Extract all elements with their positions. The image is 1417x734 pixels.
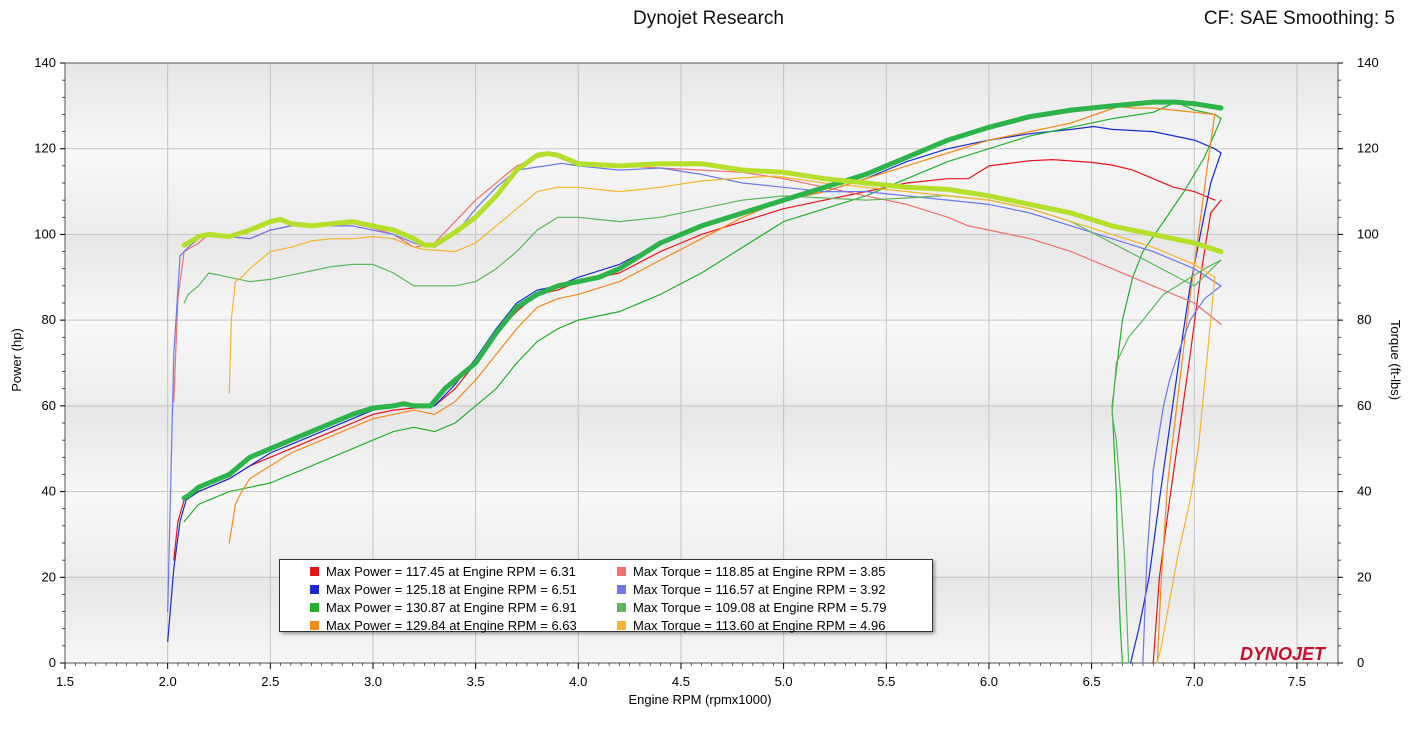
legend-torque-column: Max Torque = 118.85 at Engine RPM = 3.85… — [617, 563, 886, 635]
y-tick-label-right: 0 — [1357, 655, 1364, 670]
series-line-torque-yellow — [228, 175, 1216, 394]
legend-item: Max Power = 130.87 at Engine RPM = 6.91 — [310, 599, 577, 617]
x-tick-label: 4.0 — [569, 674, 587, 689]
plot-band — [65, 63, 1338, 149]
plot-band — [65, 320, 1338, 406]
legend-swatch — [617, 567, 626, 577]
legend-item: Max Power = 129.84 at Engine RPM = 6.63 — [310, 617, 577, 635]
y-axis-label-right: Torque (ft-lbs) — [1388, 320, 1403, 400]
legend-item: Max Torque = 116.57 at Engine RPM = 3.92 — [617, 581, 886, 599]
x-tick-label: 7.5 — [1288, 674, 1306, 689]
x-tick-label: 5.5 — [877, 674, 895, 689]
legend: Max Power = 117.45 at Engine RPM = 6.31 … — [279, 559, 933, 635]
series-line-highlight-torque — [181, 151, 1224, 255]
y-axis-label-left: Power (hp) — [9, 328, 24, 392]
legend-label: Max Torque = 116.57 at Engine RPM = 3.92 — [633, 582, 886, 597]
chart-title: Dynojet Research — [632, 8, 785, 29]
legend-label: Max Torque = 109.08 at Engine RPM = 5.79 — [633, 600, 887, 615]
series-line-power-green — [183, 101, 1222, 523]
legend-item: Max Torque = 113.60 at Engine RPM = 4.96 — [617, 617, 886, 635]
plot-band — [65, 234, 1338, 321]
legend-swatch — [310, 603, 319, 613]
legend-label: Max Power = 129.84 at Engine RPM = 6.63 — [326, 618, 577, 633]
x-tick-label: 3.5 — [467, 674, 485, 689]
y-tick-label-right: 20 — [1357, 569, 1371, 584]
series-line-power-red-drop — [1152, 199, 1222, 664]
y-tick-label-left: 100 — [34, 226, 56, 241]
y-tick-label-right: 120 — [1357, 141, 1379, 156]
x-tick-label: 6.0 — [980, 674, 998, 689]
series-line-power-blue — [167, 125, 1222, 643]
legend-item: Max Torque = 109.08 at Engine RPM = 5.79 — [617, 599, 886, 617]
y-tick-label-left: 140 — [34, 55, 56, 70]
legend-swatch — [310, 585, 319, 595]
legend-power-column: Max Power = 117.45 at Engine RPM = 6.31 … — [310, 563, 577, 635]
series-line-highlight-power — [181, 99, 1224, 501]
x-tick-label: 3.0 — [364, 674, 382, 689]
correction-factor-label: CF: SAE Smoothing: 5 — [1203, 8, 1395, 29]
x-tick-label: 2.0 — [159, 674, 177, 689]
y-tick-label-left: 0 — [49, 655, 56, 670]
series-line-power-green-drop — [1111, 118, 1222, 664]
y-tick-label-right: 140 — [1357, 55, 1379, 70]
y-tick-label-left: 80 — [42, 312, 56, 327]
y-tick-label-left: 60 — [42, 398, 56, 413]
legend-swatch — [310, 567, 319, 577]
series-line-power-orange-drop — [1156, 113, 1216, 664]
x-tick-label: 5.0 — [775, 674, 793, 689]
legend-item: Max Power = 117.45 at Engine RPM = 6.31 — [310, 563, 577, 581]
dynojet-logo: DYNOJET — [1240, 644, 1326, 664]
series-line-torque-blue-tail — [1142, 285, 1222, 664]
x-tick-label: 2.5 — [261, 674, 279, 689]
axes: 0 0 20 20 40 40 60 60 80 80 100 100 120 120 140 140 1.5 2… — [34, 55, 1378, 689]
y-tick-label-right: 100 — [1357, 226, 1379, 241]
legend-label: Max Torque = 118.85 at Engine RPM = 3.85 — [633, 564, 886, 579]
plot-background — [65, 63, 1338, 663]
x-tick-label: 7.0 — [1185, 674, 1203, 689]
legend-item: Max Torque = 118.85 at Engine RPM = 3.85 — [617, 563, 886, 581]
legend-label: Max Torque = 113.60 at Engine RPM = 4.96 — [633, 618, 886, 633]
legend-swatch — [617, 603, 626, 613]
series-line-power-blue-drop — [1129, 152, 1222, 664]
series-line-torque-yellow-tail — [1156, 276, 1216, 664]
legend-label: Max Power = 130.87 at Engine RPM = 6.91 — [326, 600, 577, 615]
series-line-torque-green-tail — [1111, 259, 1222, 664]
data-series — [167, 99, 1224, 664]
legend-label: Max Power = 125.18 at Engine RPM = 6.51 — [326, 582, 577, 597]
x-tick-label: 6.5 — [1083, 674, 1101, 689]
y-tick-label-left: 120 — [34, 141, 56, 156]
x-tick-label: 4.5 — [672, 674, 690, 689]
y-tick-label-right: 40 — [1357, 484, 1371, 499]
legend-item: Max Power = 125.18 at Engine RPM = 6.51 — [310, 581, 577, 599]
x-axis-label: Engine RPM (rpmx1000) — [628, 692, 771, 707]
plot-band — [65, 405, 1338, 492]
y-tick-label-left: 40 — [42, 484, 56, 499]
series-line-power-orange — [228, 105, 1216, 544]
legend-swatch — [617, 621, 626, 631]
y-tick-label-left: 20 — [42, 569, 56, 584]
legend-swatch — [617, 585, 626, 595]
legend-label: Max Power = 117.45 at Engine RPM = 6.31 — [326, 564, 576, 579]
y-tick-label-right: 80 — [1357, 312, 1371, 327]
x-tick-label: 1.5 — [56, 674, 74, 689]
series-line-torque-blue — [167, 162, 1222, 613]
legend-swatch — [310, 621, 319, 631]
y-tick-label-right: 60 — [1357, 398, 1371, 413]
